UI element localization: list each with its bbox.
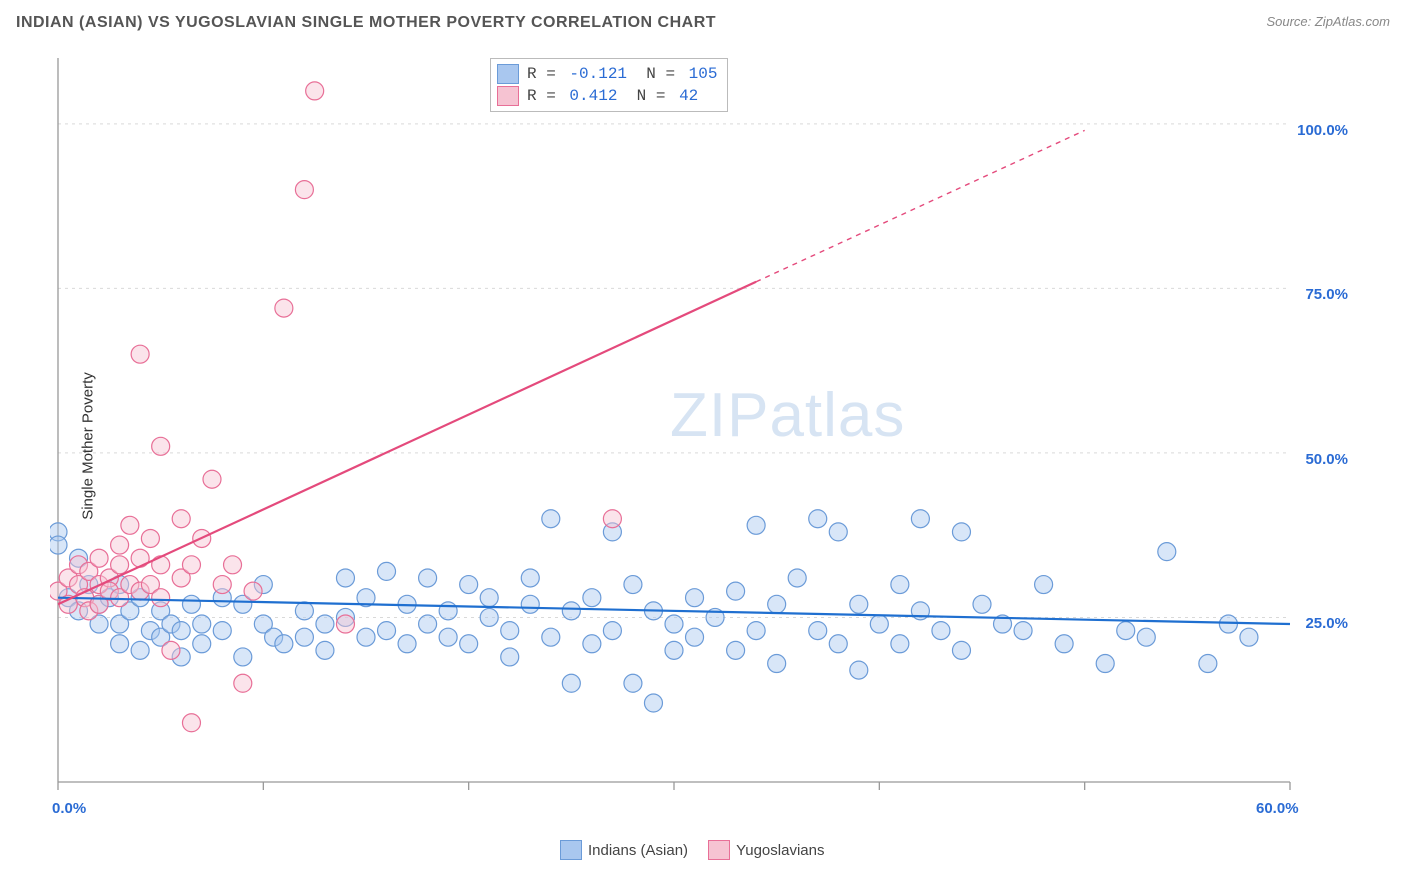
pink-swatch xyxy=(497,86,519,106)
y-tick-label: 75.0% xyxy=(1305,286,1348,303)
legend-item-label: Yugoslavians xyxy=(736,842,824,859)
y-tick-label: 25.0% xyxy=(1305,615,1348,632)
y-tick-label: 100.0% xyxy=(1297,122,1348,139)
x-tick-label: 60.0% xyxy=(1256,800,1299,817)
correlation-legend: R = -0.121 N = 105R = 0.412 N = 42 xyxy=(490,58,728,112)
blue-swatch xyxy=(560,840,582,860)
legend-item: Indians (Asian) xyxy=(560,840,688,860)
series-legend: Indians (Asian) Yugoslavians xyxy=(560,840,824,860)
legend-item-label: Indians (Asian) xyxy=(588,842,688,859)
y-tick-label: 50.0% xyxy=(1305,451,1348,468)
source-label: Source: ZipAtlas.com xyxy=(1266,14,1390,29)
pink-swatch xyxy=(708,840,730,860)
blue-swatch xyxy=(497,64,519,84)
chart-title: INDIAN (ASIAN) VS YUGOSLAVIAN SINGLE MOT… xyxy=(16,14,716,31)
legend-row: R = -0.121 N = 105 xyxy=(497,63,717,85)
x-tick-label: 0.0% xyxy=(52,800,86,817)
legend-item: Yugoslavians xyxy=(708,840,824,860)
legend-row: R = 0.412 N = 42 xyxy=(497,85,717,107)
chart-area: ZIPatlas R = -0.121 N = 105R = 0.412 N =… xyxy=(50,50,1350,822)
